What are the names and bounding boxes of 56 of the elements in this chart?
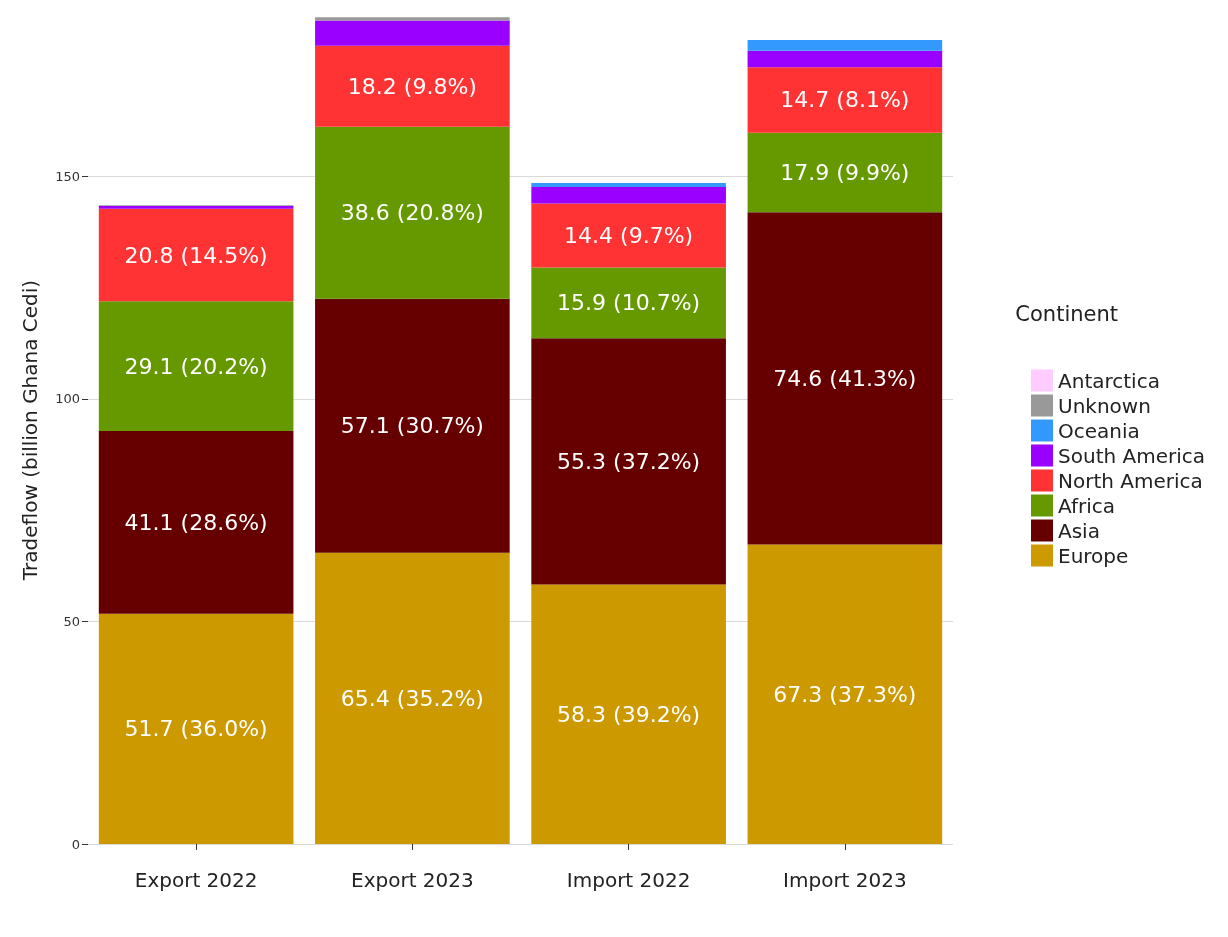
data-label: 67.3 (37.3%)	[773, 681, 917, 707]
bar	[531, 186, 726, 204]
legend-label: Oceania	[1058, 418, 1140, 443]
legend-label: North America	[1058, 468, 1203, 493]
data-label: 57.1 (30.7%)	[340, 413, 484, 439]
data-label: 58.3 (39.2%)	[557, 701, 701, 727]
legend-label: Antarctica	[1058, 368, 1160, 393]
bar	[315, 126, 510, 299]
legend-label: Africa	[1058, 493, 1116, 518]
data-label: 51.7 (36.0%)	[124, 716, 268, 742]
data-label: 14.4 (9.7%)	[564, 222, 694, 248]
y-tick-label: 0	[71, 836, 80, 852]
data-label: 15.9 (10.7%)	[557, 290, 701, 316]
legend-label: Asia	[1058, 518, 1100, 543]
bar	[531, 338, 726, 585]
y-tick-label: 100	[55, 391, 80, 407]
bar	[315, 20, 510, 46]
data-label: 38.6 (20.8%)	[340, 200, 484, 226]
legend-label: South America	[1058, 443, 1205, 468]
data-label: 74.6 (41.3%)	[773, 365, 917, 391]
x-tick-label: Export 2022	[134, 868, 258, 892]
legend-title: Continent	[1015, 301, 1119, 326]
x-tick-label: Import 2023	[783, 868, 907, 892]
bar	[747, 40, 943, 51]
y-tick-label: 50	[63, 613, 80, 629]
data-label: 17.9 (9.9%)	[780, 159, 910, 185]
bar	[98, 208, 294, 302]
y-tick-label: 150	[55, 168, 80, 184]
bar	[315, 45, 510, 127]
bar	[747, 212, 943, 545]
y-axis-title: Tradeflow (billion Ghana Cedi)	[18, 279, 42, 582]
data-label: 18.2 (9.8%)	[347, 73, 477, 99]
legend-label: Europe	[1058, 543, 1129, 568]
data-label: 41.1 (28.6%)	[124, 509, 268, 535]
bar	[98, 430, 294, 614]
bar	[747, 67, 943, 133]
bar	[531, 584, 726, 844]
data-label: 20.8 (14.5%)	[124, 242, 268, 268]
x-tick-label: Export 2023	[351, 868, 474, 892]
bar	[531, 203, 726, 268]
data-label: 65.4 (35.2%)	[340, 685, 484, 711]
bar	[531, 182, 726, 187]
bar	[98, 301, 294, 431]
bar	[747, 50, 943, 68]
bar	[315, 298, 510, 553]
bar	[315, 552, 510, 844]
legend-label: Unknown	[1058, 393, 1151, 418]
bar	[531, 267, 726, 339]
data-label: 55.3 (37.2%)	[557, 448, 701, 474]
bar	[315, 17, 510, 21]
bar	[747, 132, 943, 213]
data-label: 29.1 (20.2%)	[124, 353, 268, 379]
bar	[98, 613, 294, 844]
bar	[747, 544, 943, 844]
x-tick-label: Import 2022	[566, 868, 691, 892]
data-label: 14.7 (8.1%)	[780, 87, 910, 113]
